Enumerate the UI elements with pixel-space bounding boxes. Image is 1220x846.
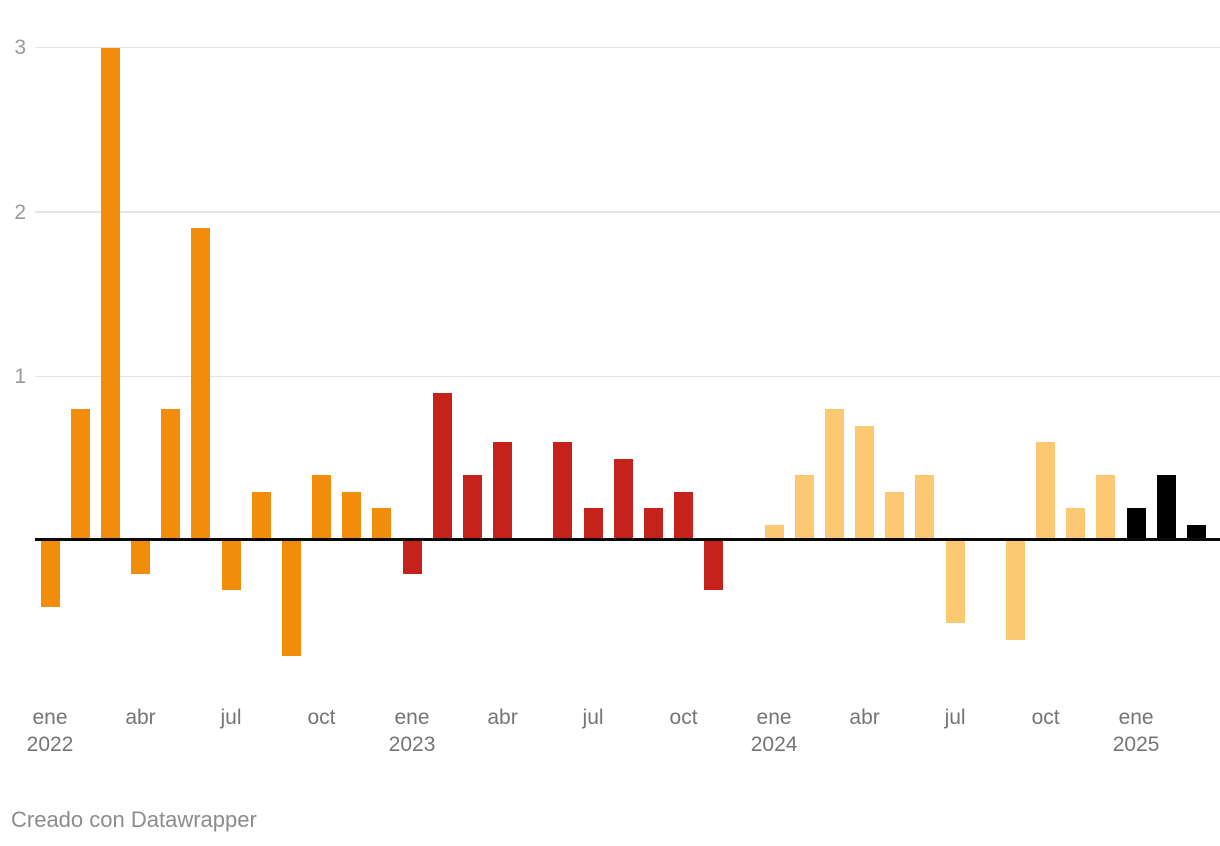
x-tick-month: abr (125, 706, 156, 729)
bar (100, 47, 120, 541)
x-tick-label: jul (548, 704, 638, 731)
plot-area: 1 2 3 (14, 36, 1220, 657)
bar (553, 442, 573, 541)
bar (432, 392, 452, 541)
bar (945, 541, 965, 624)
bar (1186, 524, 1206, 541)
bar (1096, 475, 1116, 541)
x-tick-label: abr (820, 704, 910, 731)
bar (1156, 475, 1176, 541)
datawrapper-credit: Creado con Datawrapper (11, 807, 257, 832)
bar (372, 508, 392, 541)
bar (583, 508, 603, 541)
y-tick-label: 2 (14, 200, 26, 224)
x-tick-month: ene (394, 706, 430, 729)
x-tick-month: abr (487, 706, 518, 729)
y-gridline (35, 46, 1220, 49)
x-tick-label: oct (639, 704, 729, 731)
x-tick-month: jul (582, 706, 604, 729)
x-tick-month: jul (220, 706, 242, 729)
bar (855, 425, 875, 541)
bar (493, 442, 513, 541)
x-tick-month: oct (1031, 706, 1060, 729)
bar (1066, 508, 1086, 541)
y-tick-label: 3 (14, 36, 26, 59)
x-tick-month: oct (669, 706, 698, 729)
y-gridline (35, 211, 1220, 213)
x-tick-label: abr (96, 704, 186, 731)
x-tick-year: 2023 (388, 733, 436, 756)
x-tick-month: ene (32, 706, 68, 729)
bar (342, 491, 362, 541)
bar (402, 541, 422, 574)
zero-baseline (35, 538, 1220, 541)
x-tick-label: ene 2025 (1091, 704, 1181, 758)
bar (161, 409, 181, 541)
bar (40, 541, 60, 607)
x-tick-label: ene 2024 (729, 704, 819, 758)
bar (704, 541, 724, 591)
bar (885, 491, 905, 541)
x-tick-year: 2025 (1112, 733, 1160, 756)
x-tick-year: 2024 (750, 733, 798, 756)
x-tick-month: ene (1118, 706, 1154, 729)
bar (764, 524, 784, 541)
bar (131, 541, 150, 574)
y-tick-label: 1 (14, 365, 26, 388)
bar (915, 475, 935, 541)
y-gridline (35, 375, 1220, 378)
bar (674, 491, 694, 541)
x-tick-label: jul (910, 704, 1000, 731)
x-tick-month: abr (849, 706, 880, 729)
bar (70, 409, 90, 541)
x-tick-label: jul (186, 704, 276, 731)
bar (1126, 508, 1146, 541)
x-tick-month: oct (307, 706, 336, 729)
bar (613, 458, 633, 541)
x-tick-label: abr (458, 704, 548, 731)
bar (221, 541, 241, 591)
x-tick-year: 2022 (26, 733, 74, 756)
bar (824, 409, 844, 541)
bar (1005, 541, 1025, 640)
x-tick-label: ene 2023 (367, 704, 457, 758)
bar (281, 541, 301, 657)
x-tick-label: oct (277, 704, 367, 731)
bar (312, 475, 332, 541)
bar (1036, 442, 1056, 541)
bar (794, 475, 814, 541)
bar (462, 475, 482, 541)
x-tick-label: oct (1001, 704, 1091, 731)
bar (643, 508, 663, 541)
bar (191, 228, 211, 541)
x-tick-month: jul (944, 706, 966, 729)
x-tick-month: ene (756, 706, 792, 729)
x-tick-label: ene 2022 (5, 704, 95, 758)
bar (251, 491, 271, 541)
